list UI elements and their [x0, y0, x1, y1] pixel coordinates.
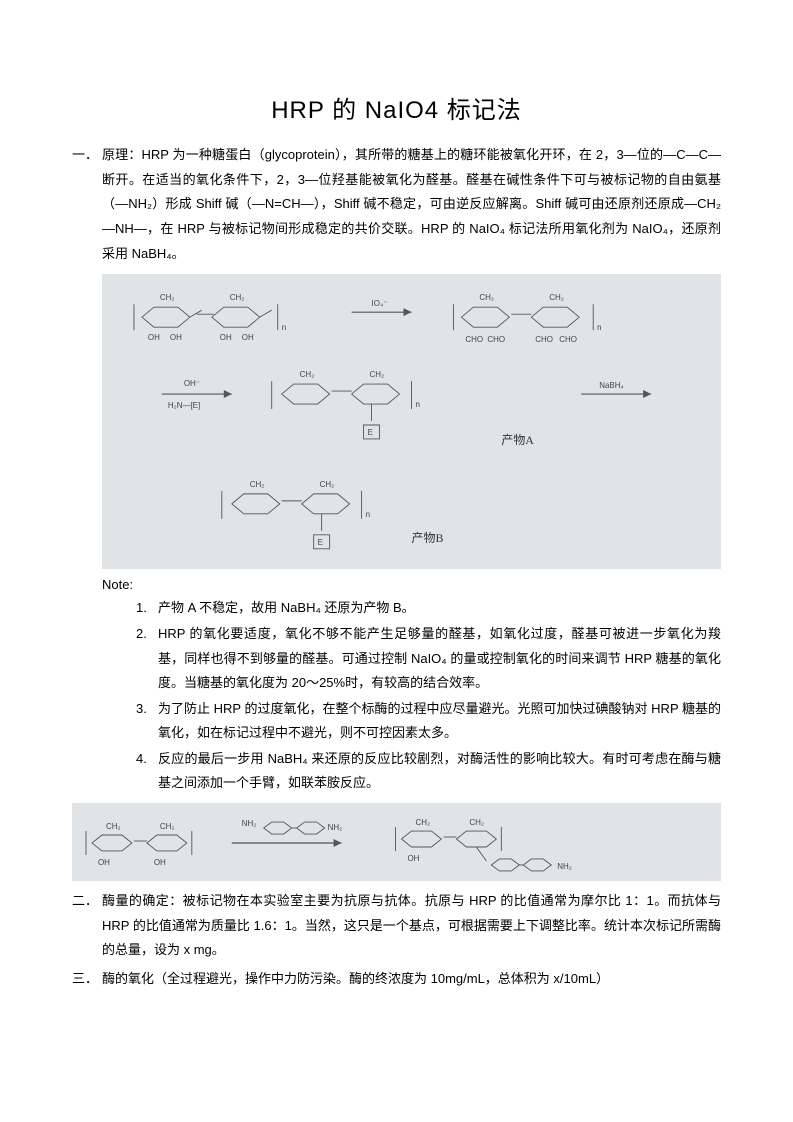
svg-text:OH: OH — [220, 334, 232, 343]
svg-text:CHO: CHO — [535, 336, 553, 345]
svg-text:OH: OH — [242, 334, 254, 343]
svg-text:CHO: CHO — [465, 336, 483, 345]
section-1-body: 原理：HRP 为一种糖蛋白（glycoprotein），其所带的糖基上的糖环能被… — [102, 143, 721, 266]
note-item-2: 2. HRP 的氧化要适度，氧化不够不能产生足够量的醛基，如氧化过度，醛基可被进… — [136, 622, 721, 694]
note-item-4: 4. 反应的最后一步用 NaBH₄ 来还原的反应比较剧烈，对酶活性的影响比较大。… — [136, 747, 721, 795]
note-1-num: 1. — [136, 596, 158, 620]
note-heading: Note: — [102, 577, 721, 592]
section-1: 一． 原理：HRP 为一种糖蛋白（glycoprotein），其所带的糖基上的糖… — [72, 143, 721, 266]
svg-text:n: n — [597, 324, 601, 333]
svg-text:OH: OH — [170, 334, 182, 343]
note-item-1: 1. 产物 A 不稳定，故用 NaBH₄ 还原为产物 B。 — [136, 596, 721, 620]
note-3-text: 为了防止 HRP 的过度氧化，在整个标酶的过程中应尽量避光。光照可加快过碘酸钠对… — [158, 697, 721, 745]
note-item-3: 3. 为了防止 HRP 的过度氧化，在整个标酶的过程中应尽量避光。光照可加快过碘… — [136, 697, 721, 745]
svg-text:n: n — [282, 324, 286, 333]
ch2-label: CH₂ — [160, 294, 175, 303]
svg-text:CH₂: CH₂ — [250, 480, 265, 489]
svg-text:OH: OH — [148, 334, 160, 343]
product-a-label: 产物A — [501, 433, 534, 447]
product-b-label: 产物B — [412, 531, 444, 545]
svg-text:OH: OH — [98, 858, 110, 867]
h2n-label: H₂N—[E] — [168, 401, 200, 410]
svg-text:CHO: CHO — [559, 336, 577, 345]
svg-text:CH₂: CH₂ — [106, 822, 121, 831]
io4-label: IO₄⁻ — [372, 300, 388, 309]
svg-text:n: n — [415, 400, 419, 409]
note-4-num: 4. — [136, 747, 158, 795]
notes-list: 1. 产物 A 不稳定，故用 NaBH₄ 还原为产物 B。 2. HRP 的氧化… — [136, 596, 721, 794]
page-title: HRP 的 NaIO4 标记法 — [72, 90, 721, 125]
svg-text:E: E — [318, 538, 323, 547]
section-2-text: 酶量的确定：被标记物在本实验室主要为抗原与抗体。抗原与 HRP 的比值通常为摩尔… — [102, 889, 721, 963]
nabh4-label: NaBH₄ — [599, 381, 624, 390]
svg-text:CH₂: CH₂ — [320, 480, 335, 489]
reaction-diagram-benzidine: CH₂ CH₂ OH OH NH₂ NH₂ — [72, 803, 721, 881]
note-2-num: 2. — [136, 622, 158, 694]
document-page: HRP 的 NaIO4 标记法 一． 原理：HRP 为一种糖蛋白（glycopr… — [0, 0, 793, 1036]
section-3-text: 酶的氧化（全过程避光，操作中力防污染。酶的终浓度为 10mg/mL，总体积为 x… — [102, 967, 721, 992]
svg-text:NH₂: NH₂ — [328, 823, 343, 832]
section-1-num: 一． — [72, 143, 102, 266]
section-1-label: 原理： — [102, 147, 142, 162]
svg-text:OH: OH — [154, 858, 166, 867]
svg-text:CH₂: CH₂ — [415, 818, 430, 827]
svg-text:CH₂: CH₂ — [549, 294, 564, 303]
ch2-label-2: CH₂ — [230, 294, 245, 303]
e-box-label: E — [368, 428, 373, 437]
section-2: 二． 酶量的确定：被标记物在本实验室主要为抗原与抗体。抗原与 HRP 的比值通常… — [72, 889, 721, 963]
reaction-diagram-main: CH₂ CH₂ OH OH OH OH n IO₄⁻ CH₂ — [102, 274, 721, 569]
svg-text:NH₂: NH₂ — [557, 862, 572, 871]
svg-text:CHO: CHO — [487, 336, 505, 345]
note-2-text: HRP 的氧化要适度，氧化不够不能产生足够量的醛基，如氧化过度，醛基可被进一步氧… — [158, 622, 721, 694]
svg-text:CH₂: CH₂ — [469, 818, 484, 827]
section-2-num: 二． — [72, 889, 102, 963]
oh-label: OH⁻ — [184, 379, 200, 388]
section-1-text: HRP 为一种糖蛋白（glycoprotein），其所带的糖基上的糖环能被氧化开… — [102, 147, 721, 261]
svg-text:CH₂: CH₂ — [370, 371, 385, 380]
svg-text:NH₂: NH₂ — [242, 819, 257, 828]
svg-text:CH₂: CH₂ — [160, 822, 175, 831]
note-1-text: 产物 A 不稳定，故用 NaBH₄ 还原为产物 B。 — [158, 596, 721, 620]
section-3: 三． 酶的氧化（全过程避光，操作中力防污染。酶的终浓度为 10mg/mL，总体积… — [72, 967, 721, 992]
note-4-text: 反应的最后一步用 NaBH₄ 来还原的反应比较剧烈，对酶活性的影响比较大。有时可… — [158, 747, 721, 795]
svg-text:CH₂: CH₂ — [479, 294, 494, 303]
svg-text:n: n — [366, 510, 370, 519]
section-3-num: 三． — [72, 967, 102, 992]
svg-text:CH₂: CH₂ — [300, 371, 315, 380]
note-3-num: 3. — [136, 697, 158, 745]
svg-text:OH: OH — [407, 854, 419, 863]
